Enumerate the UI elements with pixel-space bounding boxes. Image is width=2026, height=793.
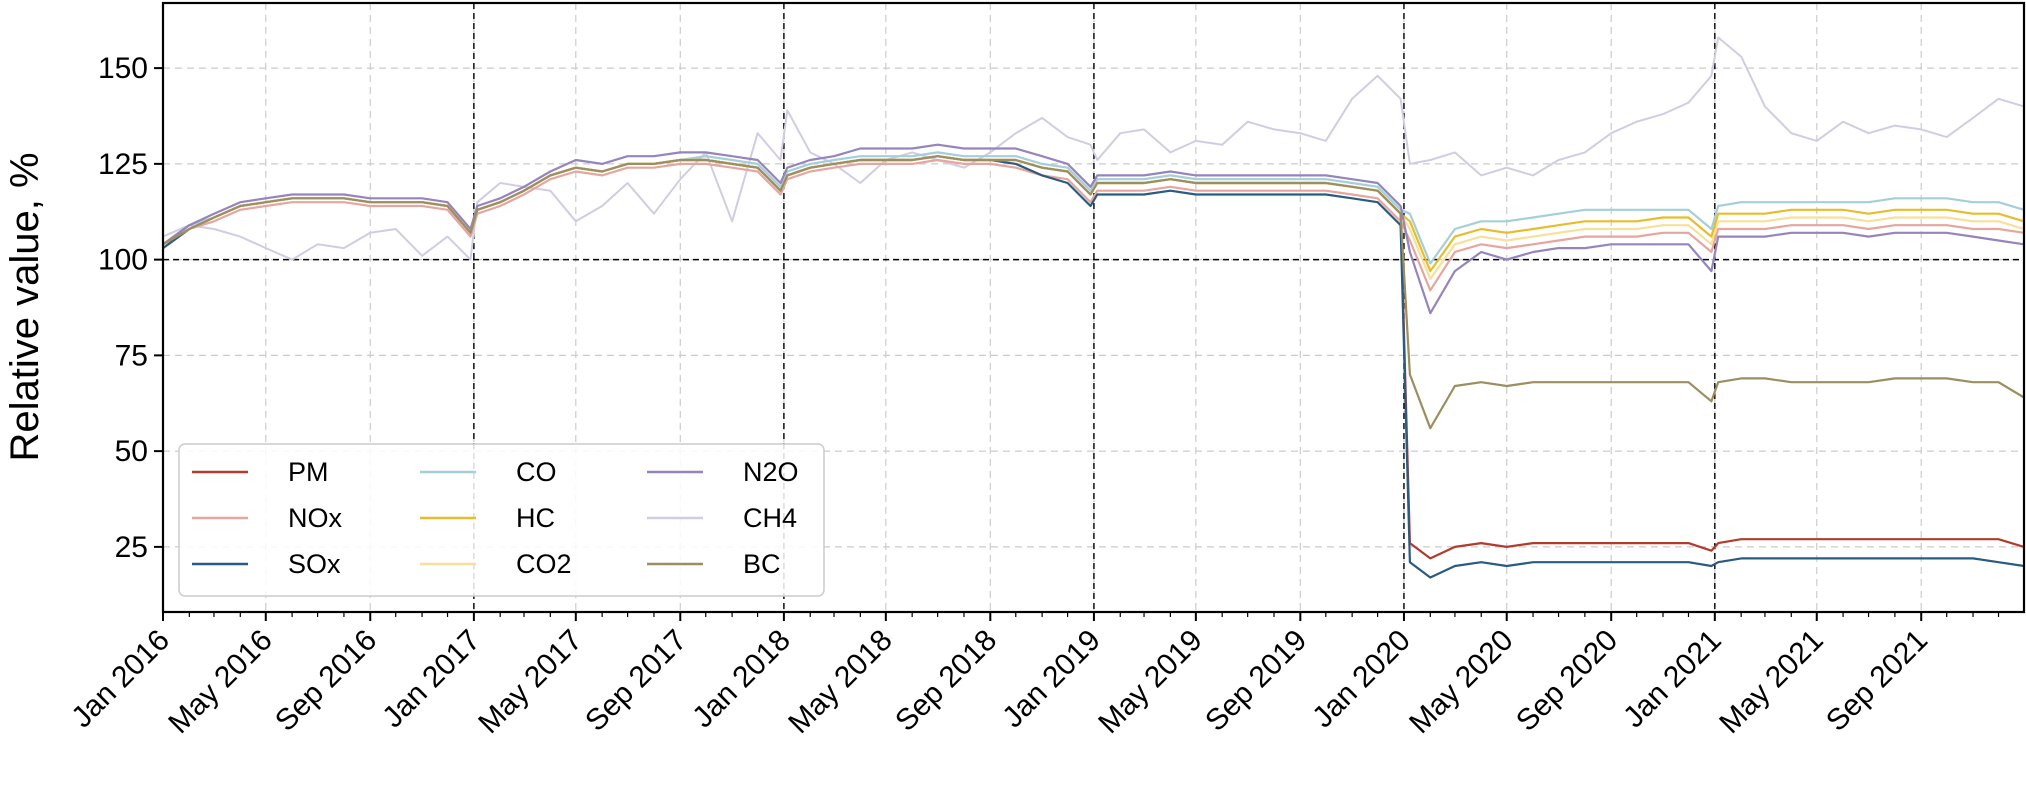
legend-label-hc: HC — [516, 503, 555, 533]
y-axis-title: Relative value, % — [3, 152, 47, 461]
y-axis-ticks: 25 50 75 100 125 150 — [98, 52, 163, 564]
y-tick-label: 50 — [115, 435, 148, 468]
y-tick-label: 75 — [115, 339, 148, 372]
y-tick-label: 100 — [98, 244, 148, 277]
legend-label-co2: CO2 — [516, 549, 572, 579]
y-tick-label: 125 — [98, 148, 148, 181]
legend-box — [178, 443, 825, 597]
legend-label-ch4: CH4 — [743, 503, 797, 533]
legend-label-pm: PM — [288, 457, 329, 487]
y-tick-label: 25 — [115, 531, 148, 564]
legend-label-bc: BC — [743, 549, 781, 579]
legend-label-sox: SOx — [288, 549, 341, 579]
series-line-bc — [162, 155, 2025, 430]
y-tick-label: 150 — [98, 52, 148, 85]
series-line-nox — [162, 158, 2025, 292]
legend-label-n2o: N2O — [743, 457, 799, 487]
legend-label-co: CO — [516, 457, 557, 487]
series-lines — [162, 36, 2025, 579]
legend-label-nox: NOx — [288, 503, 343, 533]
legend: PM NOx SOx CO HC CO2 N2O CH4 BC — [178, 443, 825, 597]
